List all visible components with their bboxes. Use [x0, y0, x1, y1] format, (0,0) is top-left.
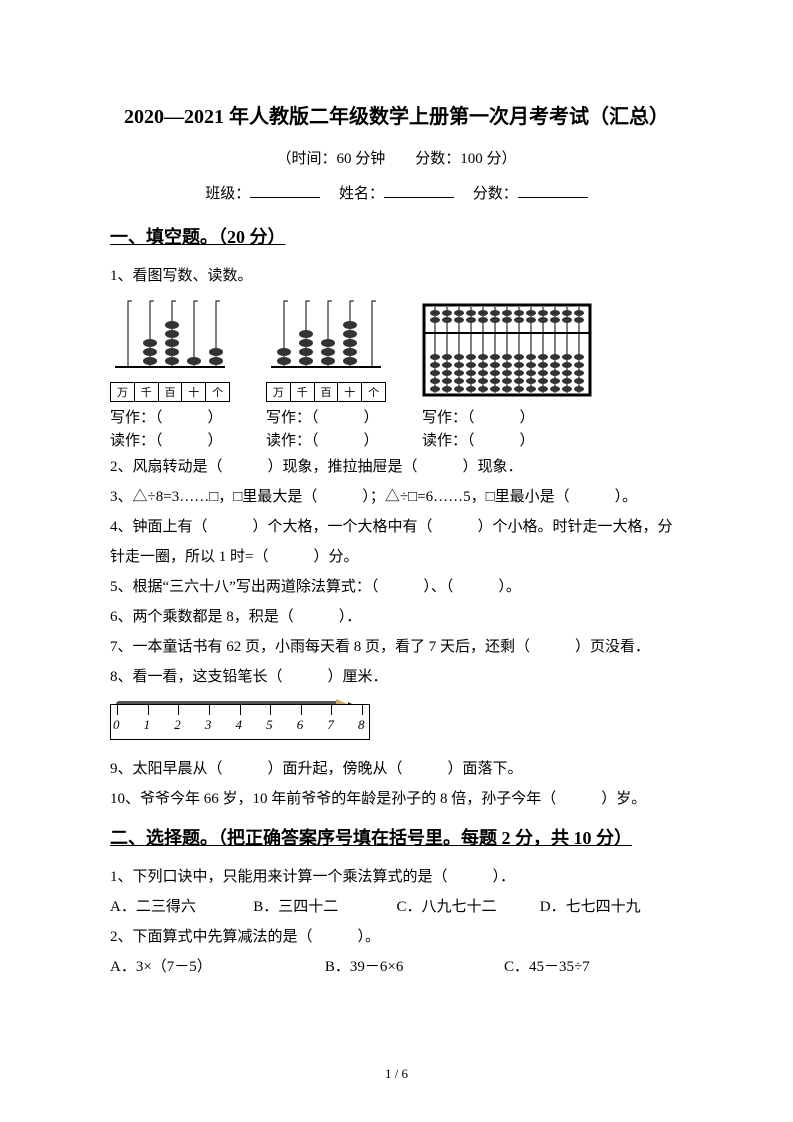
read-3: 读作：（ ）: [422, 429, 592, 450]
write-2: 写作：（ ）: [266, 406, 386, 427]
choice-b[interactable]: B．39－6×6: [325, 952, 504, 982]
abacus-label: 万: [267, 383, 291, 401]
ruler-tick: 6: [297, 717, 304, 733]
ruler-figure: 0 1 2 3 4 5 6 7 8: [110, 704, 370, 740]
q8-text: 8、看一看，这支铅笔长（ ）厘米．: [110, 662, 683, 692]
choice-a[interactable]: A．二三得六: [110, 892, 253, 922]
score-label: 分数：: [473, 186, 518, 202]
ruler-tick: 4: [236, 717, 243, 733]
ruler-icon: 0 1 2 3 4 5 6 7 8: [110, 704, 370, 740]
q4-text: 4、钟面上有（ ）个大格，一个大格中有（ ）个小格。时针走一大格，分针走一圈，所…: [110, 512, 683, 572]
q10-text: 10、爷爷今年 66 岁，10 年前爷爷的年龄是孙子的 8 倍，孙子今年（ ）岁…: [110, 784, 683, 814]
write-row: 写作：（ ） 写作：（ ） 写作：（ ）: [110, 406, 683, 427]
ruler-tick: 0: [113, 717, 120, 733]
section2-heading: 二、选择题。（把正确答案序号填在括号里。每题 2 分，共 10 分）: [110, 824, 683, 850]
q2-text: 2、风扇转动是（ ）现象，推拉抽屉是（ ）现象．: [110, 452, 683, 482]
abacus-3-svg: [422, 303, 592, 397]
time-score-line: （时间：60 分钟 分数：100 分）: [110, 147, 683, 168]
write-3: 写作：（ ）: [422, 406, 592, 427]
read-row: 读作：（ ） 读作：（ ） 读作：（ ）: [110, 429, 683, 450]
abacus-label: 百: [159, 383, 183, 401]
q7-text: 7、一本童话书有 62 页，小雨每天看 8 页，看了 7 天后，还剩（ ）页没看…: [110, 632, 683, 662]
page-number: 1 / 6: [0, 1066, 793, 1082]
page-title: 2020—2021 年人教版二年级数学上册第一次月考考试（汇总）: [110, 100, 683, 129]
name-blank[interactable]: [384, 182, 454, 198]
choice-c[interactable]: C．八九七十二: [397, 892, 540, 922]
choice-a[interactable]: A．3×（7－5）: [110, 952, 325, 982]
abacus-label: 千: [291, 383, 315, 401]
abacus-1-svg: [110, 297, 230, 377]
abacus-1: 万 千 百 十 个: [110, 297, 230, 402]
name-label: 姓名：: [339, 186, 384, 202]
abacus-label: 十: [182, 383, 206, 401]
write-1: 写作：（ ）: [110, 406, 230, 427]
ruler-tick: 5: [266, 717, 273, 733]
ruler-tick: 8: [358, 717, 365, 733]
q1-text: 1、看图写数、读数。: [110, 261, 683, 291]
read-2: 读作：（ ）: [266, 429, 386, 450]
abacus-label: 千: [135, 383, 159, 401]
abacus-3: [422, 303, 592, 402]
q6-text: 6、两个乘数都是 8，积是（ ）．: [110, 602, 683, 632]
choice-b[interactable]: B．三四十二: [253, 892, 396, 922]
abacus-images-row: 万 千 百 十 个: [110, 297, 683, 402]
abacus-2-svg: [266, 297, 386, 377]
student-meta-line: 班级： 姓名： 分数：: [110, 182, 683, 203]
abacus-label: 个: [206, 383, 229, 401]
abacus-2-labels: 万 千 百 十 个: [266, 382, 386, 402]
q9-text: 9、太阳早晨从（ ）面升起，傍晚从（ ）面落下。: [110, 754, 683, 784]
section1-heading: 一、填空题。（20 分）: [110, 223, 683, 249]
s2-q2-text: 2、下面算式中先算减法的是（ ）。: [110, 922, 683, 952]
s2-q1-choices: A．二三得六 B．三四十二 C．八九七十二 D．七七四十九: [110, 892, 683, 922]
q3-text: 3、△÷8=3……□，□里最大是（ ）；△÷□=6……5，□里最小是（ ）。: [110, 482, 683, 512]
class-blank[interactable]: [250, 182, 320, 198]
abacus-label: 个: [362, 383, 385, 401]
choice-d[interactable]: D．七七四十九: [540, 892, 683, 922]
ruler-tick: 2: [174, 717, 181, 733]
q5-text: 5、根据“三六十八”写出两道除法算式：（ ）、（ ）。: [110, 572, 683, 602]
s2-q1-text: 1、下列口诀中，只能用来计算一个乘法算式的是（ ）．: [110, 862, 683, 892]
exam-page: 2020—2021 年人教版二年级数学上册第一次月考考试（汇总） （时间：60 …: [0, 0, 793, 1122]
abacus-label: 十: [338, 383, 362, 401]
s2-q2-choices: A．3×（7－5） B．39－6×6 C．45－35÷7: [110, 952, 683, 982]
ruler-tick: 3: [205, 717, 212, 733]
abacus-1-labels: 万 千 百 十 个: [110, 382, 230, 402]
ruler-tick: 7: [327, 717, 334, 733]
choice-c[interactable]: C．45－35÷7: [504, 952, 683, 982]
abacus-label: 百: [315, 383, 339, 401]
class-label: 班级：: [205, 186, 250, 202]
abacus-2: 万 千 百 十 个: [266, 297, 386, 402]
ruler-tick: 1: [144, 717, 151, 733]
read-1: 读作：（ ）: [110, 429, 230, 450]
score-blank[interactable]: [518, 182, 588, 198]
abacus-label: 万: [111, 383, 135, 401]
